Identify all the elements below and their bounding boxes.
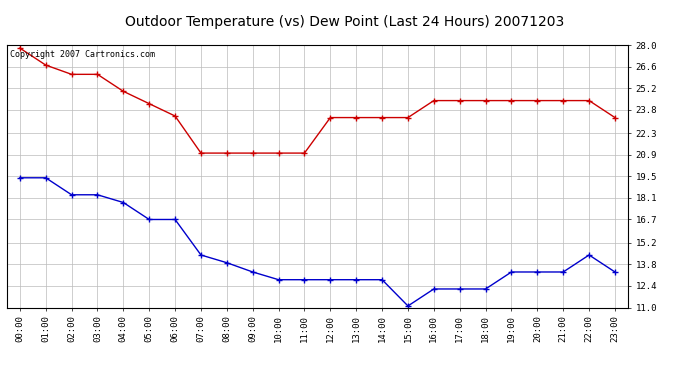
Text: Copyright 2007 Cartronics.com: Copyright 2007 Cartronics.com: [10, 50, 155, 59]
Text: Outdoor Temperature (vs) Dew Point (Last 24 Hours) 20071203: Outdoor Temperature (vs) Dew Point (Last…: [126, 15, 564, 29]
